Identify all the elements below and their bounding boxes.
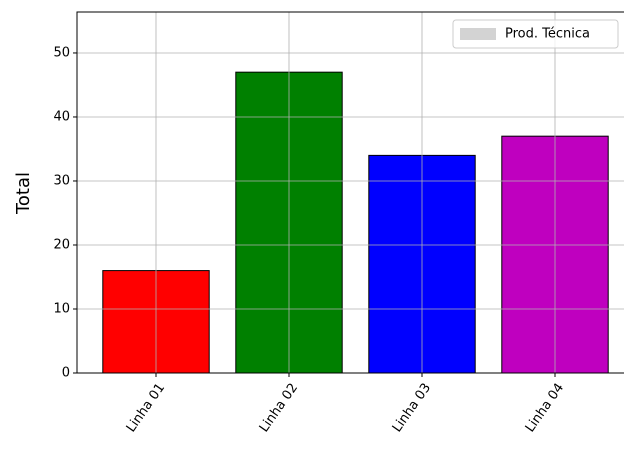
y-tick-label: 40 — [53, 109, 70, 124]
y-tick-label: 30 — [53, 173, 70, 188]
axes-frame — [76, 11, 624, 374]
y-tick-label: 20 — [53, 237, 70, 252]
x-tick-label: Linha 02 — [257, 381, 301, 435]
y-axis-label: Total — [13, 172, 34, 215]
y-tick-label: 0 — [62, 366, 70, 381]
legend-swatch — [460, 28, 496, 40]
legend-box — [452, 19, 619, 49]
x-tick-label: Linha 03 — [390, 381, 434, 435]
y-tick-label: 10 — [53, 301, 70, 316]
legend-label: Prod. Técnica — [505, 27, 590, 42]
y-tick-label: 50 — [53, 45, 70, 60]
x-tick-label: Linha 01 — [124, 381, 168, 435]
x-tick-label: Linha 04 — [523, 381, 567, 435]
